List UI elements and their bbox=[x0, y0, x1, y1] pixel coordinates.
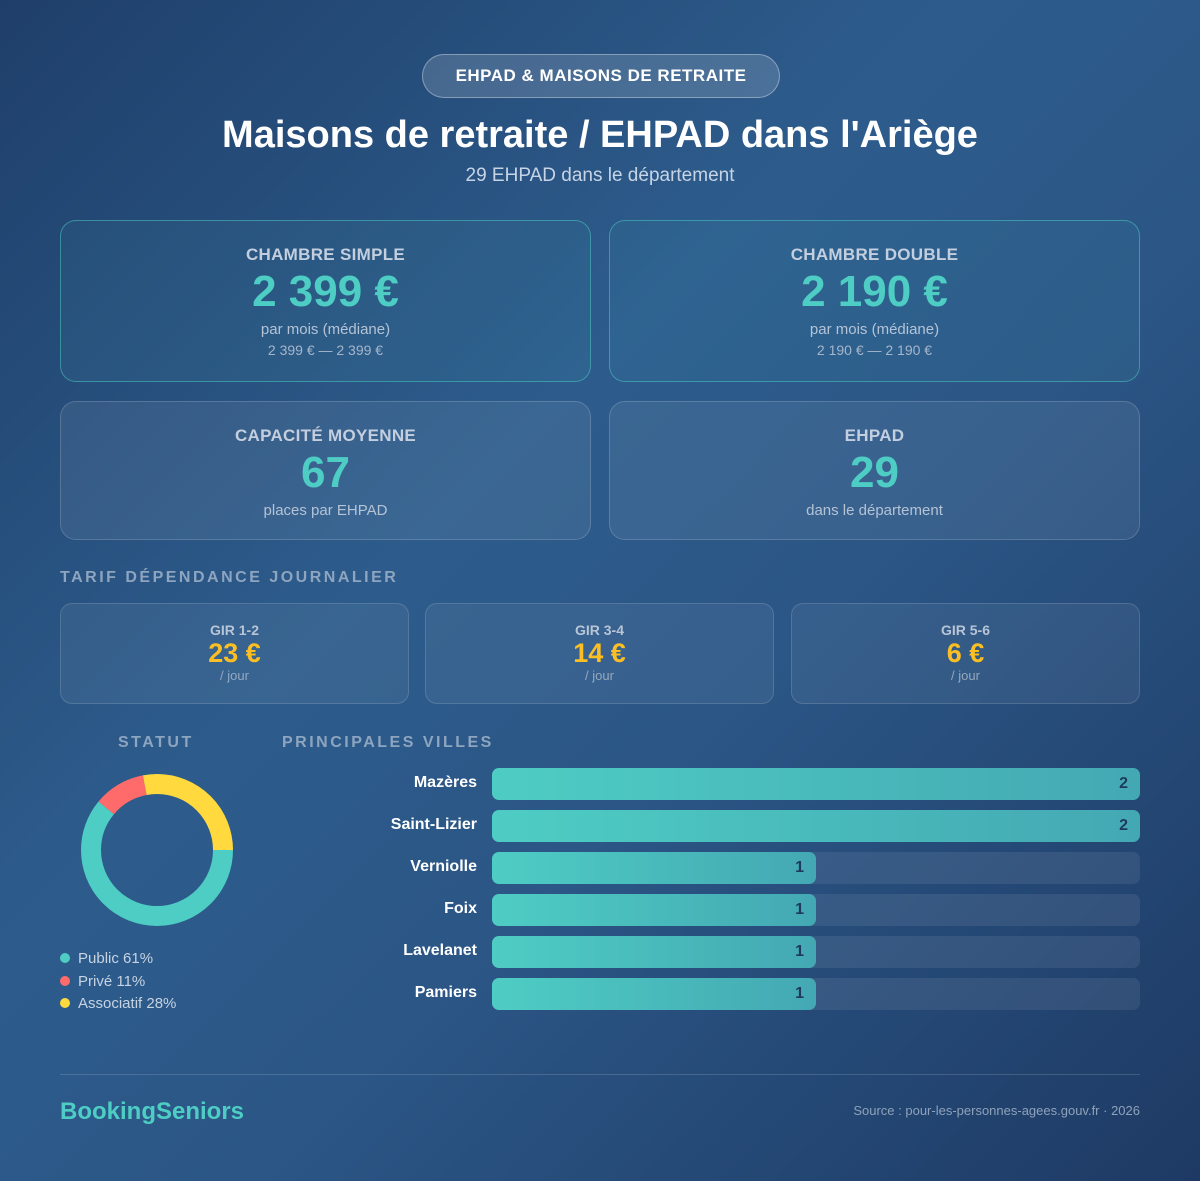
gir-unit: / jour bbox=[951, 668, 980, 683]
legend-label: Privé 11% bbox=[78, 972, 146, 990]
section-title-statut: STATUT bbox=[118, 734, 194, 751]
city-bar-track: 2 bbox=[492, 768, 1140, 800]
city-bar-value: 1 bbox=[795, 901, 804, 918]
card-chambre-double: CHAMBRE DOUBLE 2 190 € par mois (médiane… bbox=[609, 220, 1140, 382]
gir-card: GIR 3-4 14 € / jour bbox=[425, 603, 774, 704]
card-label: EHPAD bbox=[844, 426, 905, 445]
city-bar: 1 bbox=[492, 852, 816, 884]
city-name: Pamiers bbox=[414, 984, 477, 1001]
gir-card: GIR 1-2 23 € / jour bbox=[60, 603, 409, 704]
city-name: Verniolle bbox=[410, 858, 477, 875]
gir-unit: / jour bbox=[220, 668, 249, 683]
city-bar: 1 bbox=[492, 936, 816, 968]
card-capacite: CAPACITÉ MOYENNE 67 places par EHPAD bbox=[60, 401, 591, 540]
brand-logo[interactable]: BookingSeniors bbox=[60, 1098, 245, 1125]
legend-item: Privé 11% bbox=[60, 971, 176, 994]
statut-donut-chart bbox=[81, 774, 233, 926]
city-bar-track: 2 bbox=[492, 810, 1140, 842]
card-label: CAPACITÉ MOYENNE bbox=[234, 426, 417, 445]
gir-value: 23 € bbox=[208, 638, 261, 668]
city-bar-row: Lavelanet 1 bbox=[280, 936, 1140, 968]
legend-dot bbox=[60, 998, 70, 1008]
card-value: 2 190 € bbox=[801, 267, 948, 316]
city-bar: 2 bbox=[492, 810, 1140, 842]
statut-legend: Public 61% Privé 11% Associatif 28% bbox=[60, 948, 176, 1016]
footer-divider bbox=[60, 1074, 1140, 1075]
gir-label: GIR 5-6 bbox=[940, 622, 990, 638]
page-subtitle: 29 EHPAD dans le département bbox=[465, 165, 735, 186]
card-value: 29 bbox=[850, 448, 899, 497]
gir-unit: / jour bbox=[585, 668, 614, 683]
card-value: 67 bbox=[301, 448, 350, 497]
city-name: Saint-Lizier bbox=[390, 816, 477, 833]
city-bar: 2 bbox=[492, 768, 1140, 800]
city-name: Foix bbox=[444, 900, 477, 917]
city-bar-track: 1 bbox=[492, 894, 1140, 926]
legend-dot bbox=[60, 953, 70, 963]
city-bar-value: 2 bbox=[1119, 817, 1128, 834]
card-sub: dans le département bbox=[806, 502, 943, 519]
city-bar-value: 1 bbox=[795, 985, 804, 1002]
section-title-villes: PRINCIPALES VILLES bbox=[282, 734, 494, 751]
legend-label: Associatif 28% bbox=[78, 995, 177, 1012]
city-bar-track: 1 bbox=[492, 978, 1140, 1010]
card-chambre-simple: CHAMBRE SIMPLE 2 399 € par mois (médiane… bbox=[60, 220, 591, 382]
gir-card: GIR 5-6 6 € / jour bbox=[791, 603, 1140, 704]
city-bar-value: 1 bbox=[795, 943, 804, 960]
donut-slice bbox=[81, 774, 233, 926]
legend-item: Associatif 28% bbox=[60, 993, 176, 1016]
gir-label: GIR 3-4 bbox=[574, 622, 624, 638]
city-bar-value: 1 bbox=[795, 859, 804, 876]
city-bar-value: 2 bbox=[1119, 775, 1128, 792]
city-bar-row: Mazères 2 bbox=[280, 768, 1140, 800]
card-range: 2 190 € — 2 190 € bbox=[816, 342, 933, 358]
gir-label: GIR 1-2 bbox=[209, 622, 259, 638]
gir-value: 14 € bbox=[573, 638, 626, 668]
card-sub: par mois (médiane) bbox=[809, 321, 940, 338]
page-title: Maisons de retraite / EHPAD dans l'Arièg… bbox=[222, 114, 978, 156]
card-sub: places par EHPAD bbox=[263, 502, 388, 519]
gir-value: 6 € bbox=[946, 638, 985, 668]
city-bar-row: Verniolle 1 bbox=[280, 852, 1140, 884]
city-bar-track: 1 bbox=[492, 936, 1140, 968]
legend-item: Public 61% bbox=[60, 948, 176, 971]
category-badge: EHPAD & MAISONS DE RETRAITE bbox=[422, 54, 780, 98]
card-range: 2 399 € — 2 399 € bbox=[267, 342, 384, 358]
city-bar-row: Saint-Lizier 2 bbox=[280, 810, 1140, 842]
city-bar-row: Pamiers 1 bbox=[280, 978, 1140, 1010]
city-bar-row: Foix 1 bbox=[280, 894, 1140, 926]
card-value: 2 399 € bbox=[252, 267, 399, 316]
legend-label: Public 61% bbox=[78, 950, 154, 967]
card-sub: par mois (médiane) bbox=[260, 321, 391, 338]
legend-dot bbox=[60, 975, 70, 986]
city-bar: 1 bbox=[492, 978, 816, 1010]
card-label: CHAMBRE SIMPLE bbox=[245, 245, 406, 264]
city-name: Mazères bbox=[413, 774, 477, 791]
city-bar-track: 1 bbox=[492, 852, 1140, 884]
city-bar: 1 bbox=[492, 894, 816, 926]
card-ehpad-count: EHPAD 29 dans le département bbox=[609, 401, 1140, 540]
city-name: Lavelanet bbox=[403, 942, 477, 959]
source-text: Source : pour-les-personnes-agees.gouv.f… bbox=[853, 1103, 1140, 1118]
card-label: CHAMBRE DOUBLE bbox=[790, 245, 959, 264]
section-title-dependance: TARIF DÉPENDANCE JOURNALIER bbox=[60, 569, 399, 586]
